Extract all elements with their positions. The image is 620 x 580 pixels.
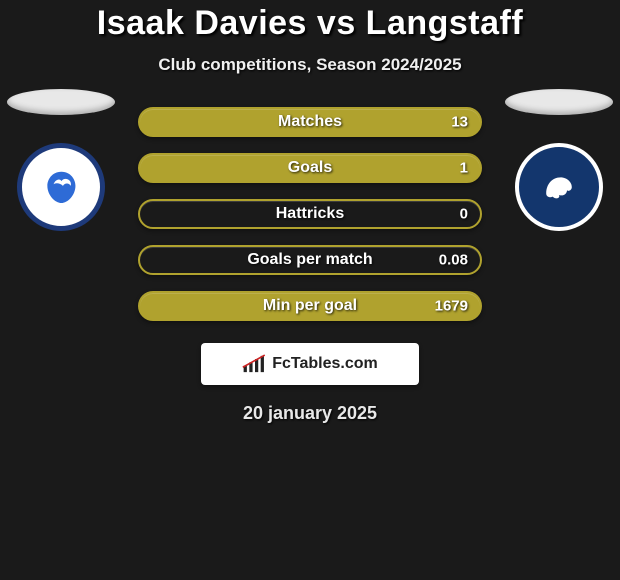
stat-value: 1 xyxy=(460,160,468,177)
page-title: Isaak Davies vs Langstaff xyxy=(0,4,620,43)
stat-bar-matches: Matches 13 xyxy=(138,107,482,137)
stat-bar-min-per-goal: Min per goal 1679 xyxy=(138,291,482,321)
stat-label: Min per goal xyxy=(263,297,357,315)
stat-bars: Matches 13 Goals 1 Hattricks 0 Goals per… xyxy=(138,107,482,321)
player-right-column xyxy=(504,89,614,231)
stat-label: Goals per match xyxy=(247,251,372,269)
stat-bar-hattricks: Hattricks 0 xyxy=(138,199,482,229)
stat-value: 13 xyxy=(451,114,468,131)
bird-icon xyxy=(38,164,85,211)
footer-date: 20 january 2025 xyxy=(0,403,620,424)
subtitle: Club competitions, Season 2024/2025 xyxy=(0,55,620,75)
stat-bar-goals: Goals 1 xyxy=(138,153,482,183)
stat-label: Matches xyxy=(278,113,342,131)
brand-link[interactable]: FcTables.com xyxy=(201,343,419,385)
stat-label: Goals xyxy=(288,159,332,177)
player-left-avatar xyxy=(7,89,115,115)
millwall-crest xyxy=(515,143,603,231)
comparison-card: Isaak Davies vs Langstaff Club competiti… xyxy=(0,0,620,424)
stat-label: Hattricks xyxy=(276,205,344,223)
stat-value: 0.08 xyxy=(439,252,468,269)
stat-bar-goals-per-match: Goals per match 0.08 xyxy=(138,245,482,275)
stat-value: 0 xyxy=(460,206,468,223)
lion-icon xyxy=(535,163,583,211)
player-left-column xyxy=(6,89,116,231)
stat-value: 1679 xyxy=(435,298,468,315)
cardiff-city-crest xyxy=(17,143,105,231)
player-right-avatar xyxy=(505,89,613,115)
brand-text: FcTables.com xyxy=(272,355,378,373)
bar-chart-icon xyxy=(242,354,268,374)
stats-area: Matches 13 Goals 1 Hattricks 0 Goals per… xyxy=(0,107,620,424)
